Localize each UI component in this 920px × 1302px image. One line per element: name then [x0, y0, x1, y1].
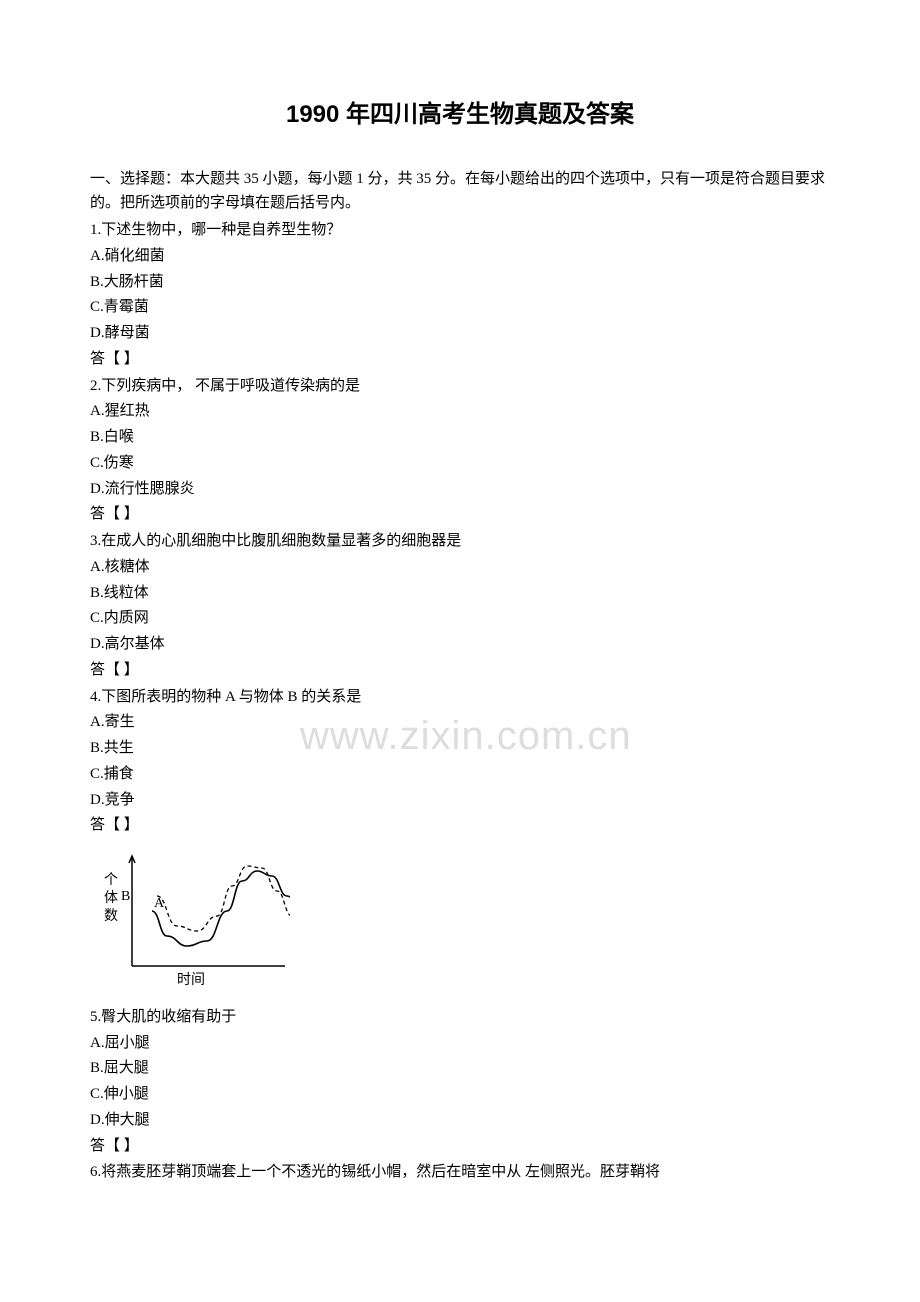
svg-text:数: 数: [104, 908, 118, 924]
question-stem: 6.将燕麦胚芽鞘顶端套上一个不透光的锡纸小帽，然后在暗室中从 左侧照光。胚芽鞘将: [90, 1160, 830, 1185]
chart-population: A B个体数时间: [100, 848, 830, 997]
svg-text:体: 体: [104, 890, 118, 906]
question-5: 5.臀大肌的收缩有助于 A.屈小腿 B.屈大腿 C.伸小腿 D.伸大腿 答【 】: [90, 1005, 830, 1159]
svg-text:A: A: [154, 896, 165, 911]
option-a: A.猩红热: [90, 399, 830, 424]
option-c: C.内质网: [90, 606, 830, 631]
option-d: D.竞争: [90, 788, 830, 813]
question-2: 2.下列疾病中， 不属于呼吸道传染病的是 A.猩红热 B.白喉 C.伤寒 D.流…: [90, 374, 830, 528]
option-a: A.寄生: [90, 710, 830, 735]
question-stem: 3.在成人的心肌细胞中比腹肌细胞数量显著多的细胞器是: [90, 529, 830, 554]
chart-svg: A B个体数时间: [100, 848, 290, 988]
answer-blank: 答【 】: [90, 813, 830, 838]
option-c: C.捕食: [90, 762, 830, 787]
option-b: B.白喉: [90, 425, 830, 450]
question-stem: 1.下述生物中，哪一种是自养型生物？: [90, 218, 830, 243]
question-1: 1.下述生物中，哪一种是自养型生物？ A.硝化细菌 B.大肠杆菌 C.青霉菌 D…: [90, 218, 830, 372]
option-c: C.青霉菌: [90, 295, 830, 320]
option-a: A.核糖体: [90, 555, 830, 580]
option-d: D.伸大腿: [90, 1108, 830, 1133]
option-d: D.流行性腮腺炎: [90, 477, 830, 502]
answer-blank: 答【 】: [90, 347, 830, 372]
option-b: B.大肠杆菌: [90, 270, 830, 295]
svg-text:B: B: [121, 889, 130, 904]
option-d: D.酵母菌: [90, 321, 830, 346]
option-d: D.高尔基体: [90, 632, 830, 657]
section-intro: 一、选择题：本大题共 35 小题，每小题 1 分，共 35 分。在每小题给出的四…: [90, 167, 830, 217]
question-6: 6.将燕麦胚芽鞘顶端套上一个不透光的锡纸小帽，然后在暗室中从 左侧照光。胚芽鞘将: [90, 1160, 830, 1185]
option-a: A.屈小腿: [90, 1031, 830, 1056]
question-4: 4.下图所表明的物种 A 与物体 B 的关系是 A.寄生 B.共生 C.捕食 D…: [90, 685, 830, 839]
option-a: A.硝化细菌: [90, 244, 830, 269]
question-3: 3.在成人的心肌细胞中比腹肌细胞数量显著多的细胞器是 A.核糖体 B.线粒体 C…: [90, 529, 830, 683]
option-c: C.伤寒: [90, 451, 830, 476]
option-b: B.共生: [90, 736, 830, 761]
answer-blank: 答【 】: [90, 1134, 830, 1159]
option-b: B.屈大腿: [90, 1056, 830, 1081]
svg-text:时间: 时间: [177, 972, 205, 988]
question-stem: 2.下列疾病中， 不属于呼吸道传染病的是: [90, 374, 830, 399]
page-title: 1990 年四川高考生物真题及答案: [90, 95, 830, 135]
answer-blank: 答【 】: [90, 502, 830, 527]
svg-text:个: 个: [104, 872, 118, 888]
option-b: B.线粒体: [90, 581, 830, 606]
option-c: C.伸小腿: [90, 1082, 830, 1107]
answer-blank: 答【 】: [90, 658, 830, 683]
question-stem: 5.臀大肌的收缩有助于: [90, 1005, 830, 1030]
question-stem: 4.下图所表明的物种 A 与物体 B 的关系是: [90, 685, 830, 710]
